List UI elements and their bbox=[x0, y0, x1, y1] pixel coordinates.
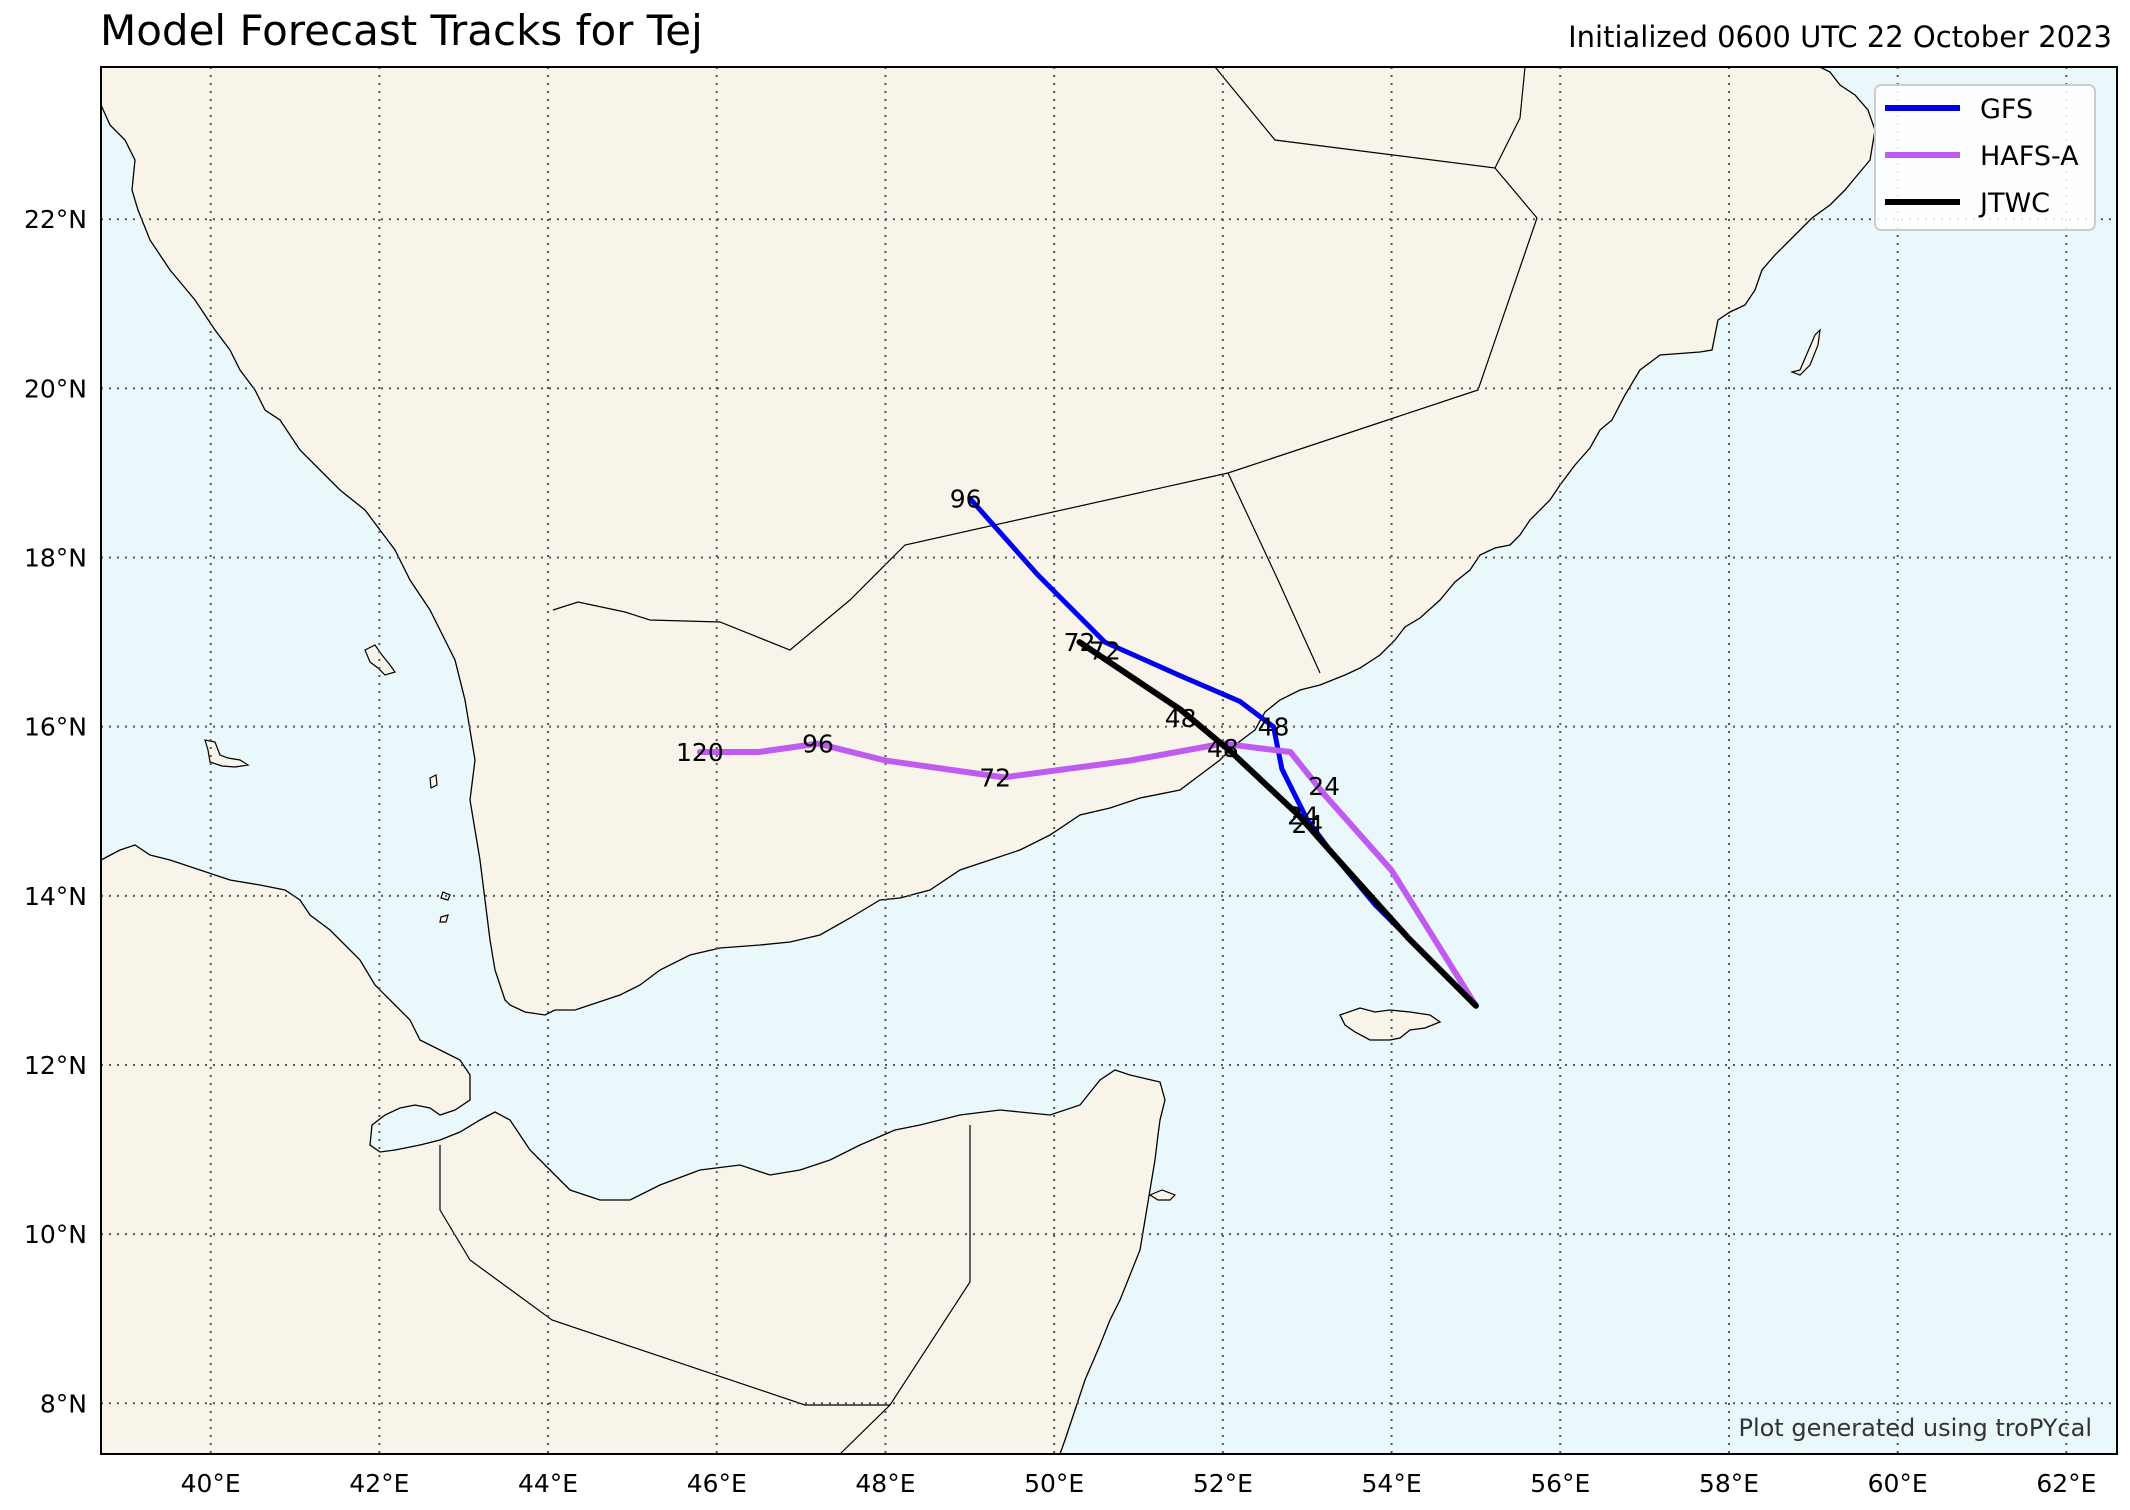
forecast-hour-label: 48 bbox=[1165, 704, 1197, 733]
forecast-hour-label: 24 bbox=[1308, 772, 1340, 801]
forecast-hour-labels: 24 48 72 96 24 48 72 96 120 24 48 72 bbox=[676, 484, 1340, 839]
forecast-hour-label: 48 bbox=[1207, 734, 1239, 763]
lon-tick-label: 50°E bbox=[1024, 1469, 1084, 1498]
lat-tick-label: 8°N bbox=[40, 1389, 87, 1418]
legend-label-jtwc: JTWC bbox=[1978, 188, 2050, 219]
forecast-hour-label: 48 bbox=[1258, 713, 1290, 742]
legend-item-jtwc: JTWC bbox=[1885, 188, 2050, 219]
lat-tick-label: 12°N bbox=[24, 1051, 87, 1080]
dahlak-island bbox=[204, 739, 250, 768]
lon-tick-label: 56°E bbox=[1530, 1469, 1590, 1498]
lat-tick-label: 10°N bbox=[24, 1220, 87, 1249]
lat-tick-label: 16°N bbox=[24, 713, 87, 742]
lon-tick-label: 58°E bbox=[1699, 1469, 1759, 1498]
lat-tick-label: 14°N bbox=[24, 882, 87, 911]
country-borders bbox=[439, 67, 1538, 1454]
legend-box bbox=[1874, 84, 2096, 231]
plot-frame bbox=[100, 66, 2118, 1455]
latitude-ticks: 8°N 10°N 12°N 14°N 16°N 18°N 20°N 22°N bbox=[24, 205, 87, 1418]
masirah-island bbox=[1789, 328, 1821, 376]
credit-text: Plot generated using troPYcal bbox=[1738, 1414, 2092, 1442]
small-island-4 bbox=[1148, 1189, 1177, 1201]
lat-tick-label: 20°N bbox=[24, 374, 87, 403]
small-island-3 bbox=[439, 914, 449, 923]
lon-tick-label: 60°E bbox=[1868, 1469, 1928, 1498]
lat-tick-label: 22°N bbox=[24, 205, 87, 234]
small-island-1 bbox=[429, 774, 438, 789]
track-jtwc bbox=[1076, 639, 1479, 1009]
socotra-island bbox=[1339, 1007, 1442, 1041]
forecast-hour-label: 24 bbox=[1291, 810, 1323, 839]
legend-item-gfs: GFS bbox=[1885, 94, 2033, 125]
forecast-hour-label: 72 bbox=[1089, 637, 1121, 666]
legend-label-hafs-a: HAFS-A bbox=[1980, 141, 2079, 172]
track-hafs-a bbox=[696, 740, 1479, 1009]
forecast-hour-label: 72 bbox=[1064, 628, 1096, 657]
legend: GFS HAFS-A JTWC bbox=[1874, 84, 2096, 231]
lon-tick-label: 54°E bbox=[1362, 1469, 1422, 1498]
lon-tick-label: 62°E bbox=[2036, 1469, 2096, 1498]
forecast-tracks bbox=[696, 495, 1479, 1009]
lon-tick-label: 40°E bbox=[181, 1469, 241, 1498]
land-africa bbox=[101, 844, 1166, 1454]
forecast-hour-label: 96 bbox=[950, 484, 982, 513]
forecast-hour-label: 24 bbox=[1287, 801, 1319, 830]
map-layer: 24 48 72 96 24 48 72 96 120 24 48 72 bbox=[101, 67, 2117, 1454]
lon-tick-label: 44°E bbox=[518, 1469, 578, 1498]
lon-tick-label: 42°E bbox=[349, 1469, 409, 1498]
lon-tick-label: 48°E bbox=[855, 1469, 915, 1498]
legend-label-gfs: GFS bbox=[1980, 94, 2033, 125]
lat-tick-label: 18°N bbox=[24, 544, 87, 573]
forecast-hour-label: 96 bbox=[802, 730, 834, 759]
chart-title: Model Forecast Tracks for Tej bbox=[100, 6, 703, 55]
land-arabia bbox=[101, 67, 1876, 1016]
gridlines bbox=[101, 67, 2117, 1454]
longitude-ticks: 40°E 42°E 44°E 46°E 48°E 50°E 52°E 54°E 56°E 58°E… bbox=[181, 1469, 2097, 1498]
forecast-hour-label: 72 bbox=[979, 763, 1011, 792]
legend-item-hafs-a: HAFS-A bbox=[1885, 141, 2079, 172]
init-time: Initialized 0600 UTC 22 October 2023 bbox=[1568, 20, 2112, 54]
forecast-hour-label: 120 bbox=[676, 738, 724, 767]
lon-tick-label: 52°E bbox=[1193, 1469, 1253, 1498]
lon-tick-label: 46°E bbox=[687, 1469, 747, 1498]
